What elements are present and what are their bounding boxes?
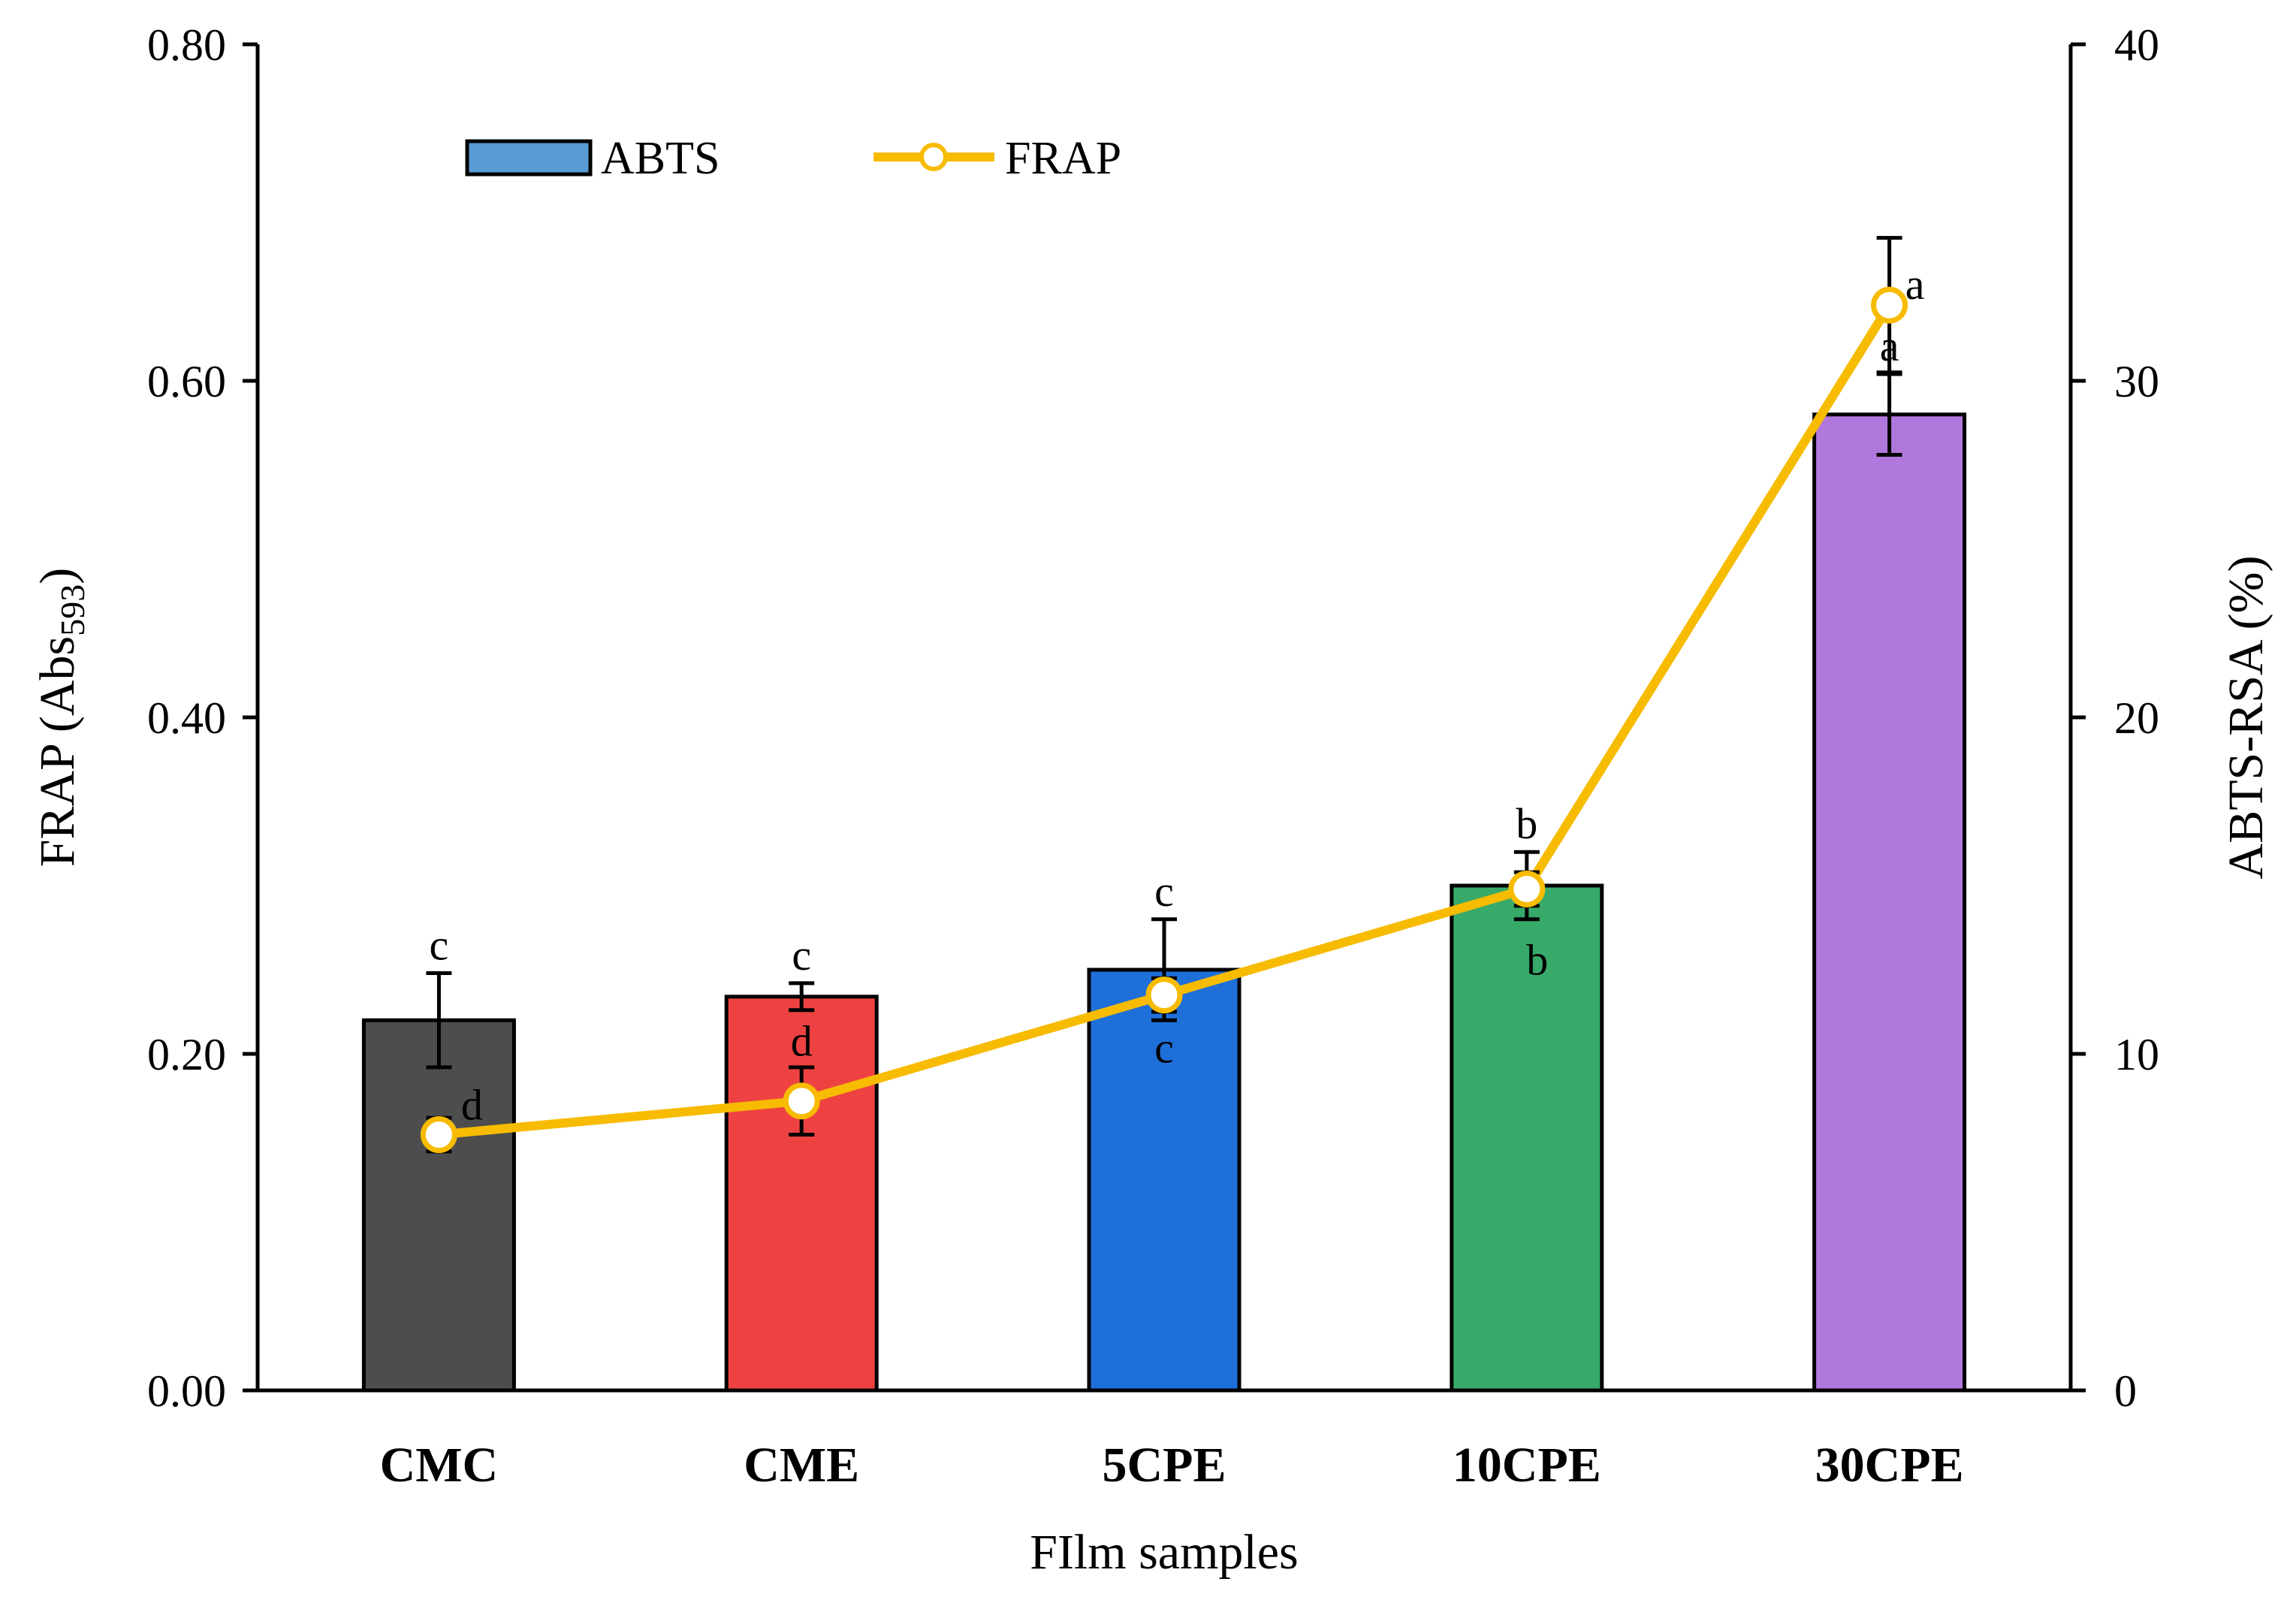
- bar-significance-letter: c: [430, 920, 449, 969]
- frap-point-5cpe: [1145, 977, 1183, 1014]
- bar-series-abts: [361, 412, 1967, 1393]
- y-axis-left-title-main: FRAP (Abs: [30, 636, 85, 867]
- frap-point-30cpe: [1871, 286, 1908, 324]
- right-tick-label: 10: [2114, 1030, 2159, 1079]
- bar-significance-letter: a: [1880, 321, 1899, 370]
- category-labels: CMC CME 5CPE 10CPE 30CPE: [380, 1438, 1964, 1493]
- right-tick-label: 40: [2114, 20, 2159, 70]
- right-tick-label: 0: [2114, 1366, 2137, 1416]
- line-significance-letter: b: [1526, 935, 1548, 984]
- right-tick-label: 20: [2114, 693, 2159, 743]
- category-label: 10CPE: [1453, 1438, 1601, 1493]
- left-tick-label: 0.80: [147, 20, 226, 70]
- left-tick-label: 0.40: [147, 693, 226, 743]
- bar-cmc: [361, 1018, 516, 1393]
- y-axis-left-title: FRAP (Abs593): [30, 568, 92, 867]
- left-tick-label: 0.20: [147, 1030, 226, 1079]
- y-axis-right-title: ABTS-RSA (%): [2219, 556, 2273, 880]
- frap-point-cme: [783, 1082, 820, 1120]
- line-significance-letter: d: [461, 1081, 483, 1130]
- category-label: 30CPE: [1815, 1438, 1964, 1493]
- bar-error-bars: [426, 372, 1902, 1070]
- legend: ABTS FRAP: [465, 133, 1121, 184]
- left-tick-label: 0.60: [147, 357, 226, 406]
- bar-significance-letter: c: [792, 931, 811, 980]
- bar-significance-letter: b: [1516, 799, 1537, 848]
- bar-10cpe: [1450, 883, 1604, 1393]
- bar-cme: [724, 995, 879, 1393]
- category-label: CME: [744, 1438, 859, 1493]
- x-axis-title: FIlm samples: [1030, 1525, 1299, 1580]
- frap-point-10cpe: [1508, 870, 1546, 907]
- line-significance-letter: d: [791, 1017, 813, 1066]
- frap-point-cmc: [420, 1116, 457, 1154]
- bar-significance-letter: c: [1154, 867, 1174, 916]
- left-tick-label: 0.00: [147, 1366, 226, 1416]
- legend-bar-swatch: [465, 139, 593, 177]
- legend-line-marker: [919, 143, 948, 171]
- line-significance-letter: a: [1905, 260, 1925, 309]
- category-label: 5CPE: [1103, 1438, 1226, 1493]
- legend-bar-label: ABTS: [601, 133, 720, 184]
- left-axis-ticks: 0.00 0.20 0.40 0.60 0.80: [147, 20, 258, 1416]
- right-axis-ticks: 0 10 20 30 40: [2071, 20, 2159, 1416]
- y-axis-left-title-suffix: ): [30, 568, 85, 584]
- bar-5cpe: [1087, 967, 1242, 1393]
- y-axis-left-title-subscript: 593: [53, 584, 92, 636]
- right-tick-label: 30: [2114, 357, 2159, 406]
- line-points: [420, 286, 1908, 1154]
- line-significance-letter: c: [1154, 1024, 1174, 1073]
- category-label: CMC: [380, 1438, 499, 1493]
- bar-30cpe: [1812, 412, 1967, 1393]
- legend-line-label: FRAP: [1005, 133, 1121, 184]
